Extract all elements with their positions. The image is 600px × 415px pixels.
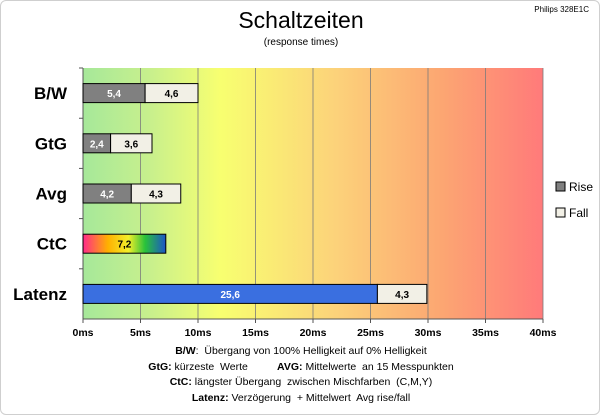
legend-swatch bbox=[555, 207, 566, 218]
footnote-line: CtC: längster Übergang zwischen Mischfar… bbox=[1, 375, 599, 391]
bar-fall bbox=[110, 133, 153, 154]
bar-fall bbox=[144, 83, 199, 104]
x-tick-label: 40ms bbox=[530, 327, 557, 339]
footnote-text: Mittelwerte an 15 Messpunkten bbox=[302, 360, 454, 373]
bar-fall bbox=[130, 183, 182, 204]
footnote-term: AVG: bbox=[277, 360, 303, 373]
footnote-text: längster Übergang zwischen Mischfarben (… bbox=[191, 376, 433, 388]
data-label-rise: 2,4 bbox=[90, 139, 104, 150]
footnote-text: kürzeste Werte bbox=[171, 360, 278, 373]
data-label-fall: 4,3 bbox=[149, 190, 163, 201]
footnote-term: B/W bbox=[175, 345, 196, 357]
category-label: Avg bbox=[36, 185, 68, 204]
data-label-fall: 3,6 bbox=[124, 139, 138, 150]
data-label-fall: 4,3 bbox=[395, 290, 409, 301]
footnote-term: Latenz: bbox=[191, 391, 229, 404]
data-label-rise: 4,2 bbox=[100, 190, 114, 201]
footnote-term: GtG: bbox=[148, 360, 172, 373]
data-label-rise: 25,6 bbox=[220, 290, 240, 301]
x-tick-label: 0ms bbox=[72, 327, 93, 339]
category-label: CtC bbox=[37, 235, 67, 254]
footnote-line: GtG: kürzeste Werte AVG: Mittelwerte an … bbox=[1, 360, 599, 376]
legend-label: Fall bbox=[569, 206, 588, 220]
data-label-fall: 4,6 bbox=[165, 89, 179, 100]
bar-rise bbox=[82, 233, 167, 254]
x-tick-label: 30ms bbox=[415, 327, 442, 339]
legend-label: Rise bbox=[569, 180, 593, 194]
footnote-term: CtC: bbox=[169, 376, 192, 388]
chart-title: Schaltzeiten bbox=[238, 7, 364, 33]
monitor-model: Philips 328E1C bbox=[534, 5, 589, 14]
x-tick-label: 35ms bbox=[472, 327, 499, 339]
x-tick-label: 20ms bbox=[300, 327, 327, 339]
x-tick-label: 25ms bbox=[357, 327, 384, 339]
legend-swatch bbox=[555, 181, 566, 192]
category-label: GtG bbox=[35, 134, 67, 153]
x-tick-label: 10ms bbox=[185, 327, 212, 339]
bar-fall bbox=[376, 283, 428, 304]
footnote-line: Latenz: Verzögerung + Mittelwert Avg ris… bbox=[1, 391, 599, 407]
footnote-text: : Übergang von 100% Helligkeit auf 0% He… bbox=[195, 345, 427, 357]
data-label-rise: 7,2 bbox=[117, 240, 131, 251]
category-label: Latenz bbox=[13, 285, 67, 304]
x-tick-label: 5ms bbox=[130, 327, 151, 339]
data-label-rise: 5,4 bbox=[107, 89, 121, 100]
chart-subtitle: (response times) bbox=[263, 37, 339, 48]
x-tick-label: 15ms bbox=[242, 327, 269, 339]
chart-footnotes: B/W: Übergang von 100% Helligkeit auf 0%… bbox=[1, 344, 599, 407]
footnote-line: B/W: Übergang von 100% Helligkeit auf 0%… bbox=[1, 344, 599, 360]
category-label: B/W bbox=[34, 84, 68, 103]
footnote-text: Verzögerung + Mittelwert Avg rise/fall bbox=[228, 391, 411, 404]
